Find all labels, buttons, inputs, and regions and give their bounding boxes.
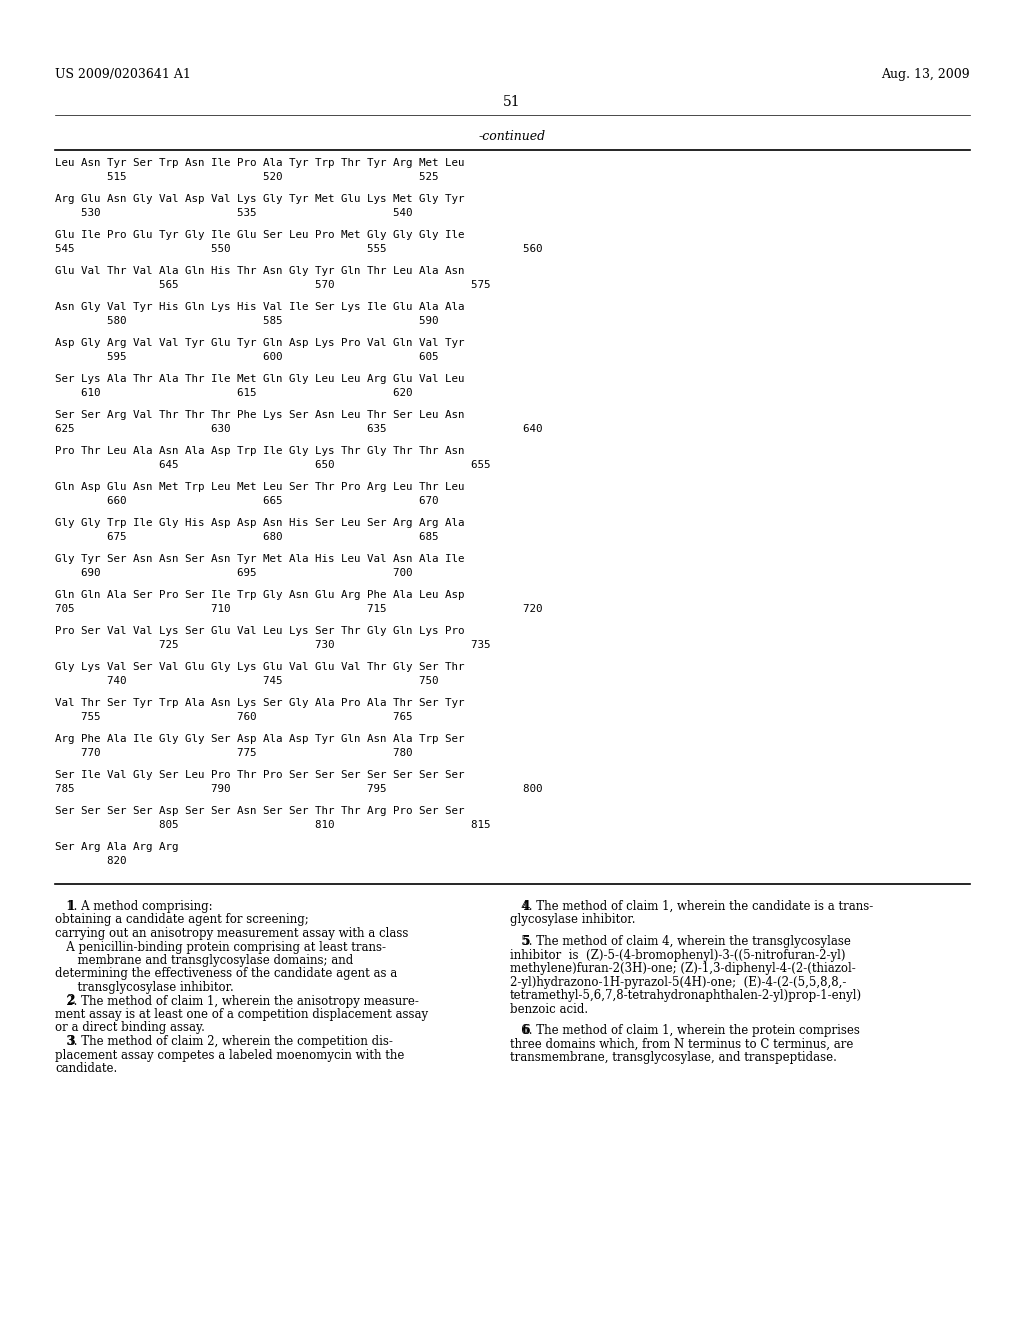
Text: Asn Gly Val Tyr His Gln Lys His Val Ile Ser Lys Ile Glu Ala Ala: Asn Gly Val Tyr His Gln Lys His Val Ile … bbox=[55, 302, 465, 312]
Text: Leu Asn Tyr Ser Trp Asn Ile Pro Ala Tyr Trp Thr Tyr Arg Met Leu: Leu Asn Tyr Ser Trp Asn Ile Pro Ala Tyr … bbox=[55, 158, 465, 168]
Text: 530                     535                     540: 530 535 540 bbox=[55, 209, 484, 218]
Text: 705                     710                     715                     720: 705 710 715 720 bbox=[55, 605, 543, 614]
Text: carrying out an anisotropy measurement assay with a class: carrying out an anisotropy measurement a… bbox=[55, 927, 409, 940]
Text: 805                     810                     815: 805 810 815 bbox=[55, 820, 510, 830]
Text: US 2009/0203641 A1: US 2009/0203641 A1 bbox=[55, 69, 190, 81]
Text: 820: 820 bbox=[55, 855, 191, 866]
Text: Ser Ser Ser Ser Asp Ser Ser Asn Ser Ser Thr Thr Arg Pro Ser Ser: Ser Ser Ser Ser Asp Ser Ser Asn Ser Ser … bbox=[55, 807, 465, 816]
Text: 610                     615                     620: 610 615 620 bbox=[55, 388, 484, 399]
Text: inhibitor  is  (Z)-5-(4-bromophenyl)-3-((5-nitrofuran-2-yl): inhibitor is (Z)-5-(4-bromophenyl)-3-((5… bbox=[510, 949, 846, 961]
Text: 565                     570                     575: 565 570 575 bbox=[55, 280, 510, 290]
Text: Glu Ile Pro Glu Tyr Gly Ile Glu Ser Leu Pro Met Gly Gly Gly Ile: Glu Ile Pro Glu Tyr Gly Ile Glu Ser Leu … bbox=[55, 230, 465, 240]
Text: 755                     760                     765: 755 760 765 bbox=[55, 711, 484, 722]
Text: A penicillin-binding protein comprising at least trans-: A penicillin-binding protein comprising … bbox=[55, 940, 386, 953]
Text: transglycosylase inhibitor.: transglycosylase inhibitor. bbox=[55, 981, 233, 994]
Text: 5. The method of claim 4, wherein the transglycosylase: 5. The method of claim 4, wherein the tr… bbox=[510, 935, 851, 948]
Text: methylene)furan-2(3H)-one; (Z)-1,3-diphenyl-4-(2-(thiazol-: methylene)furan-2(3H)-one; (Z)-1,3-diphe… bbox=[510, 962, 856, 975]
Text: candidate.: candidate. bbox=[55, 1063, 118, 1074]
Text: 645                     650                     655: 645 650 655 bbox=[55, 459, 510, 470]
Text: Pro Thr Leu Ala Asn Ala Asp Trp Ile Gly Lys Thr Gly Thr Thr Asn: Pro Thr Leu Ala Asn Ala Asp Trp Ile Gly … bbox=[55, 446, 465, 455]
Text: Gln Gln Ala Ser Pro Ser Ile Trp Gly Asn Glu Arg Phe Ala Leu Asp: Gln Gln Ala Ser Pro Ser Ile Trp Gly Asn … bbox=[55, 590, 465, 601]
Text: transmembrane, transglycosylase, and transpeptidase.: transmembrane, transglycosylase, and tra… bbox=[510, 1051, 837, 1064]
Text: Ser Ile Val Gly Ser Leu Pro Thr Pro Ser Ser Ser Ser Ser Ser Ser: Ser Ile Val Gly Ser Leu Pro Thr Pro Ser … bbox=[55, 770, 465, 780]
Text: 660                     665                     670: 660 665 670 bbox=[55, 496, 490, 506]
Text: Ser Lys Ala Thr Ala Thr Ile Met Gln Gly Leu Leu Arg Glu Val Leu: Ser Lys Ala Thr Ala Thr Ile Met Gln Gly … bbox=[55, 374, 465, 384]
Text: 515                     520                     525: 515 520 525 bbox=[55, 172, 490, 182]
Text: Aug. 13, 2009: Aug. 13, 2009 bbox=[882, 69, 970, 81]
Text: Gln Asp Glu Asn Met Trp Leu Met Leu Ser Thr Pro Arg Leu Thr Leu: Gln Asp Glu Asn Met Trp Leu Met Leu Ser … bbox=[55, 482, 465, 492]
Text: 6. The method of claim 1, wherein the protein comprises: 6. The method of claim 1, wherein the pr… bbox=[510, 1024, 860, 1038]
Text: glycosylase inhibitor.: glycosylase inhibitor. bbox=[510, 913, 636, 927]
Text: membrane and transglycosylase domains; and: membrane and transglycosylase domains; a… bbox=[55, 954, 353, 968]
Text: 2. The method of claim 1, wherein the anisotropy measure-: 2. The method of claim 1, wherein the an… bbox=[55, 994, 419, 1007]
Text: 1: 1 bbox=[55, 900, 76, 913]
Text: -continued: -continued bbox=[478, 129, 546, 143]
Text: 785                     790                     795                     800: 785 790 795 800 bbox=[55, 784, 543, 795]
Text: Gly Lys Val Ser Val Glu Gly Lys Glu Val Glu Val Thr Gly Ser Thr: Gly Lys Val Ser Val Glu Gly Lys Glu Val … bbox=[55, 663, 465, 672]
Text: Glu Val Thr Val Ala Gln His Thr Asn Gly Tyr Gln Thr Leu Ala Asn: Glu Val Thr Val Ala Gln His Thr Asn Gly … bbox=[55, 267, 465, 276]
Text: 595                     600                     605: 595 600 605 bbox=[55, 352, 490, 362]
Text: 3. The method of claim 2, wherein the competition dis-: 3. The method of claim 2, wherein the co… bbox=[55, 1035, 393, 1048]
Text: Gly Tyr Ser Asn Asn Ser Asn Tyr Met Ala His Leu Val Asn Ala Ile: Gly Tyr Ser Asn Asn Ser Asn Tyr Met Ala … bbox=[55, 554, 465, 564]
Text: 4: 4 bbox=[510, 900, 530, 913]
Text: Ser Arg Ala Arg Arg: Ser Arg Ala Arg Arg bbox=[55, 842, 178, 851]
Text: 3: 3 bbox=[55, 1035, 76, 1048]
Text: Arg Glu Asn Gly Val Asp Val Lys Gly Tyr Met Glu Lys Met Gly Tyr: Arg Glu Asn Gly Val Asp Val Lys Gly Tyr … bbox=[55, 194, 465, 205]
Text: 545                     550                     555                     560: 545 550 555 560 bbox=[55, 244, 543, 253]
Text: 580                     585                     590: 580 585 590 bbox=[55, 315, 490, 326]
Text: 740                     745                     750: 740 745 750 bbox=[55, 676, 490, 686]
Text: Asp Gly Arg Val Val Tyr Glu Tyr Gln Asp Lys Pro Val Gln Val Tyr: Asp Gly Arg Val Val Tyr Glu Tyr Gln Asp … bbox=[55, 338, 465, 348]
Text: 1. A method comprising:: 1. A method comprising: bbox=[55, 900, 213, 913]
Text: Arg Phe Ala Ile Gly Gly Ser Asp Ala Asp Tyr Gln Asn Ala Trp Ser: Arg Phe Ala Ile Gly Gly Ser Asp Ala Asp … bbox=[55, 734, 465, 744]
Text: 5: 5 bbox=[510, 935, 530, 948]
Text: Ser Ser Arg Val Thr Thr Thr Phe Lys Ser Asn Leu Thr Ser Leu Asn: Ser Ser Arg Val Thr Thr Thr Phe Lys Ser … bbox=[55, 411, 465, 420]
Text: Gly Gly Trp Ile Gly His Asp Asp Asn His Ser Leu Ser Arg Arg Ala: Gly Gly Trp Ile Gly His Asp Asp Asn His … bbox=[55, 517, 465, 528]
Text: benzoic acid.: benzoic acid. bbox=[510, 1003, 588, 1015]
Text: determining the effectiveness of the candidate agent as a: determining the effectiveness of the can… bbox=[55, 968, 397, 981]
Text: 675                     680                     685: 675 680 685 bbox=[55, 532, 490, 543]
Text: Val Thr Ser Tyr Trp Ala Asn Lys Ser Gly Ala Pro Ala Thr Ser Tyr: Val Thr Ser Tyr Trp Ala Asn Lys Ser Gly … bbox=[55, 698, 465, 708]
Text: 770                     775                     780: 770 775 780 bbox=[55, 748, 484, 758]
Text: 625                     630                     635                     640: 625 630 635 640 bbox=[55, 424, 543, 434]
Text: 725                     730                     735: 725 730 735 bbox=[55, 640, 510, 649]
Text: 2: 2 bbox=[55, 994, 76, 1007]
Text: 2-yl)hydrazono-1H-pyrazol-5(4H)-one;  (E)-4-(2-(5,5,8,8,-: 2-yl)hydrazono-1H-pyrazol-5(4H)-one; (E)… bbox=[510, 975, 847, 989]
Text: 690                     695                     700: 690 695 700 bbox=[55, 568, 484, 578]
Text: or a direct binding assay.: or a direct binding assay. bbox=[55, 1022, 205, 1035]
Text: 51: 51 bbox=[503, 95, 521, 110]
Text: obtaining a candidate agent for screening;: obtaining a candidate agent for screenin… bbox=[55, 913, 309, 927]
Text: 6: 6 bbox=[510, 1024, 530, 1038]
Text: ment assay is at least one of a competition displacement assay: ment assay is at least one of a competit… bbox=[55, 1008, 428, 1020]
Text: tetramethyl-5,6,7,8-tetrahydronaphthalen-2-yl)prop-1-enyl): tetramethyl-5,6,7,8-tetrahydronaphthalen… bbox=[510, 989, 862, 1002]
Text: Pro Ser Val Val Lys Ser Glu Val Leu Lys Ser Thr Gly Gln Lys Pro: Pro Ser Val Val Lys Ser Glu Val Leu Lys … bbox=[55, 626, 465, 636]
Text: three domains which, from N terminus to C terminus, are: three domains which, from N terminus to … bbox=[510, 1038, 853, 1051]
Text: placement assay competes a labeled moenomycin with the: placement assay competes a labeled moeno… bbox=[55, 1048, 404, 1061]
Text: 4. The method of claim 1, wherein the candidate is a trans-: 4. The method of claim 1, wherein the ca… bbox=[510, 900, 873, 913]
